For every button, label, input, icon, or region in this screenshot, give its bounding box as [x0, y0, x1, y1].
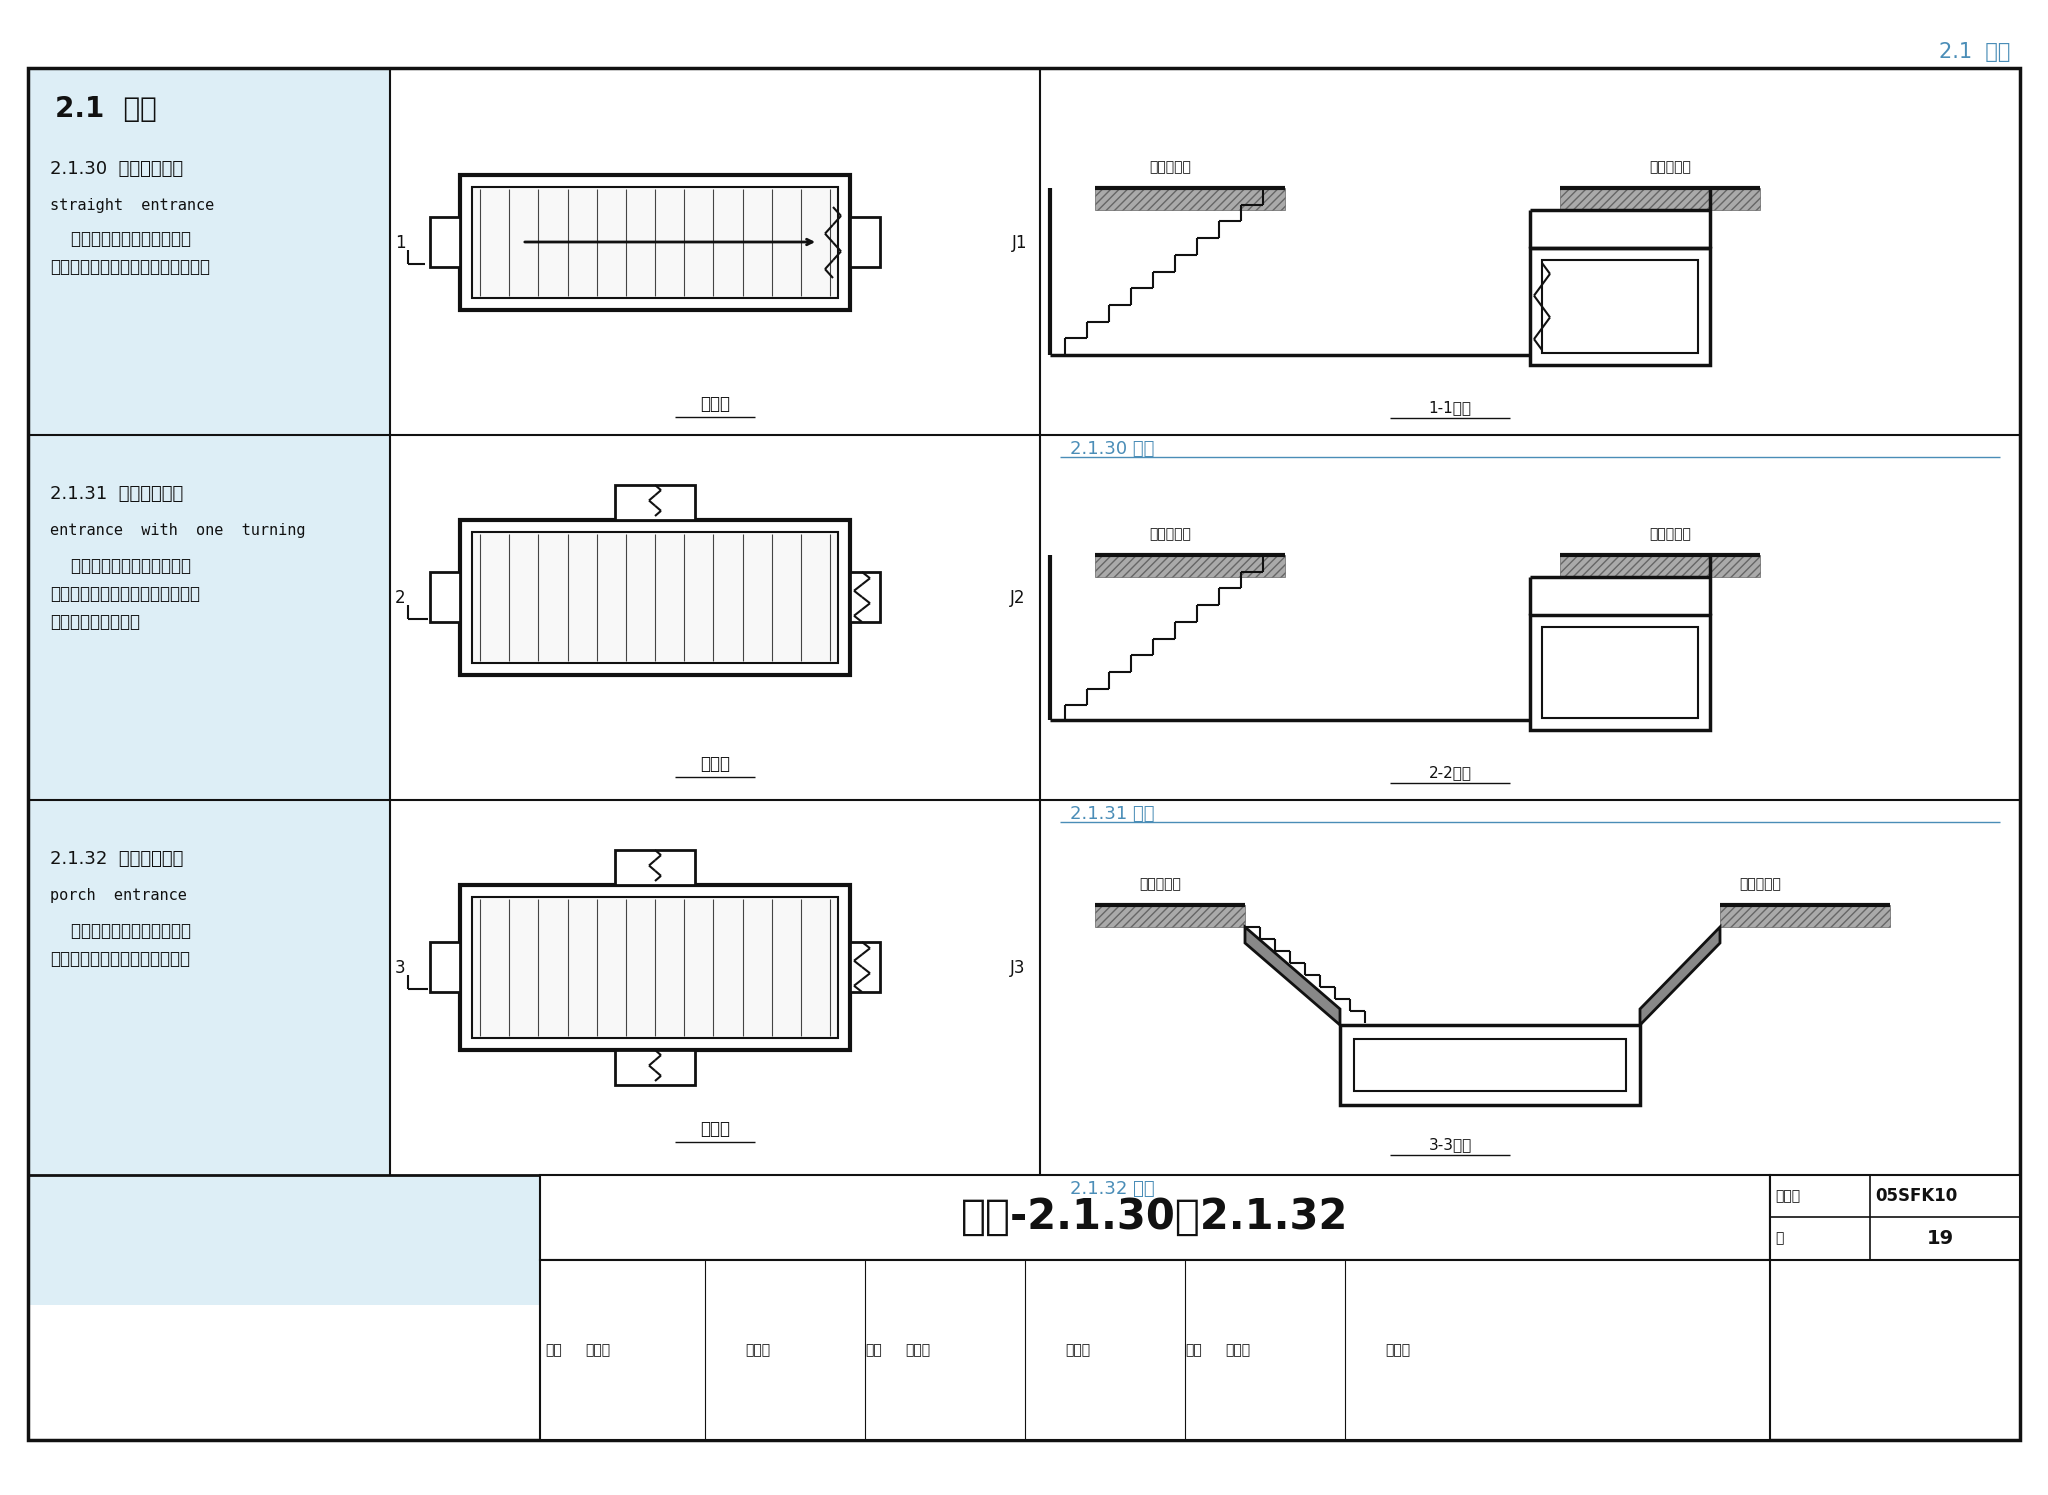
Bar	[1769, 1175, 2019, 1260]
Bar	[471, 532, 838, 662]
Text: 室外地平面: 室外地平面	[1739, 878, 1782, 891]
Text: 1: 1	[395, 235, 406, 253]
Text: 方向上没有转折通至地面的出入口。: 方向上没有转折通至地面的出入口。	[49, 259, 211, 277]
Text: 2: 2	[395, 589, 406, 607]
Text: 2.1.31 图示: 2.1.31 图示	[1069, 804, 1155, 824]
Bar	[471, 897, 838, 1038]
Bar	[1561, 555, 1759, 577]
Text: 赵贵华: 赵贵华	[1225, 1343, 1249, 1357]
Bar	[614, 484, 694, 520]
Polygon shape	[1640, 927, 1720, 1026]
Bar	[1542, 626, 1698, 718]
Text: 2.1  术语: 2.1 术语	[55, 96, 158, 123]
Bar	[541, 1175, 1769, 1260]
Text: 校对: 校对	[864, 1343, 883, 1357]
Polygon shape	[1245, 927, 1339, 1026]
Bar	[430, 942, 461, 993]
Text: 王府芬: 王府芬	[745, 1343, 770, 1357]
Text: 2-2剖面: 2-2剖面	[1430, 765, 1473, 780]
Text: porch  entrance: porch entrance	[49, 888, 186, 903]
Text: 平面图: 平面图	[700, 395, 729, 413]
Bar	[1530, 248, 1710, 365]
Text: 室外地平面: 室外地平面	[1649, 528, 1692, 541]
Bar	[850, 573, 881, 622]
Text: 室外地平面: 室外地平面	[1149, 528, 1192, 541]
Text: 2.1.30  直通式出入口: 2.1.30 直通式出入口	[49, 160, 182, 178]
Text: 王焕东: 王焕东	[905, 1343, 930, 1357]
Text: J2: J2	[1010, 589, 1026, 607]
Bar	[1339, 1026, 1640, 1105]
Bar	[461, 885, 850, 1049]
Text: J1: J1	[1012, 235, 1028, 253]
Bar	[29, 1175, 567, 1305]
Bar	[541, 1260, 1769, 1440]
Text: 方向上有垂直转折，并从一个方向: 方向上有垂直转折，并从一个方向	[49, 585, 201, 602]
Bar	[1354, 1039, 1626, 1091]
Text: J3: J3	[1010, 958, 1026, 978]
Text: 室外地平面: 室外地平面	[1139, 878, 1182, 891]
Text: 防护密闭门外的通道在水平: 防护密闭门外的通道在水平	[49, 230, 190, 248]
Text: 2.1.31  单向式出入口: 2.1.31 单向式出入口	[49, 484, 182, 502]
Text: 2.1.32  穿廊式出入口: 2.1.32 穿廊式出入口	[49, 851, 184, 869]
Text: 3: 3	[395, 958, 406, 978]
Text: 董重卓: 董重卓	[1384, 1343, 1411, 1357]
Bar	[430, 217, 461, 268]
Text: 图集号: 图集号	[1776, 1189, 1800, 1203]
Bar	[461, 175, 850, 309]
Bar	[614, 851, 694, 885]
Bar	[430, 573, 461, 622]
Text: 平面图: 平面图	[700, 755, 729, 773]
Bar	[1530, 614, 1710, 730]
Text: 亚映采: 亚映采	[1065, 1343, 1090, 1357]
Text: 2.1.32 图示: 2.1.32 图示	[1069, 1180, 1155, 1197]
Text: 1-1剖面: 1-1剖面	[1430, 401, 1473, 416]
Text: 平面图: 平面图	[700, 1120, 729, 1138]
Bar	[850, 942, 881, 993]
Text: 室外地平面: 室外地平面	[1649, 160, 1692, 173]
Text: 2.1.30 图示: 2.1.30 图示	[1069, 440, 1155, 457]
Text: straight  entrance: straight entrance	[49, 197, 215, 212]
Text: 审核: 审核	[545, 1343, 561, 1357]
Text: entrance  with  one  turning: entrance with one turning	[49, 523, 305, 538]
Text: 19: 19	[1927, 1229, 1954, 1247]
Bar	[1096, 904, 1245, 927]
Text: 室外地平面: 室外地平面	[1149, 160, 1192, 173]
Text: 从两个方向通至地面的出入口。: 从两个方向通至地面的出入口。	[49, 949, 190, 967]
Bar	[461, 520, 850, 676]
Bar	[471, 187, 838, 298]
Text: 页: 页	[1776, 1230, 1784, 1245]
Bar	[1720, 904, 1890, 927]
Text: 防护密闭门外的通道在水平: 防护密闭门外的通道在水平	[49, 558, 190, 576]
Text: 3-3剖面: 3-3剖面	[1427, 1138, 1473, 1153]
Bar	[1542, 260, 1698, 353]
Bar	[29, 67, 389, 1175]
Text: 马希英: 马希英	[586, 1343, 610, 1357]
Text: 2.1  术语: 2.1 术语	[1939, 42, 2009, 61]
Text: 术语-2.1.30～2.1.32: 术语-2.1.30～2.1.32	[961, 1196, 1350, 1238]
Text: 05SFK10: 05SFK10	[1876, 1187, 1958, 1205]
Text: 防护密闭门外的通道出入端: 防护密闭门外的通道出入端	[49, 922, 190, 940]
Bar	[850, 217, 881, 268]
Bar	[1096, 555, 1284, 577]
Text: 设计: 设计	[1186, 1343, 1202, 1357]
Bar	[614, 1049, 694, 1085]
Bar	[1096, 188, 1284, 209]
Bar	[1561, 188, 1759, 209]
Text: 通至地面的出入口。: 通至地面的出入口。	[49, 613, 139, 631]
